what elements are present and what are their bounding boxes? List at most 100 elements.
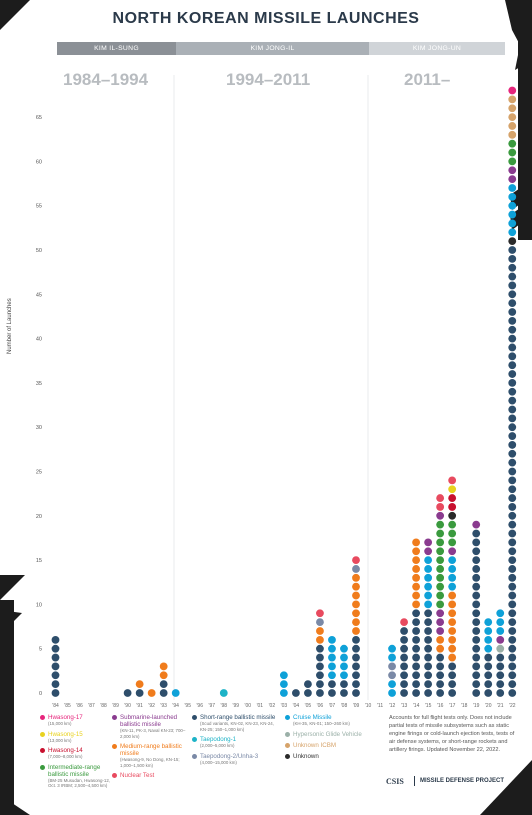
- launch-dot: [496, 671, 505, 680]
- launch-dot: [424, 547, 433, 556]
- launch-dot: [484, 627, 493, 635]
- launch-dot: [484, 662, 493, 671]
- legend-range: (KH-35, KN-01; 150–260 km): [293, 721, 350, 726]
- launch-dot: [508, 139, 517, 148]
- launch-dot: [328, 635, 336, 644]
- launch-dot: [412, 556, 420, 564]
- x-tick-label: '13: [401, 703, 408, 709]
- launch-dot: [316, 627, 324, 635]
- launch-dot: [496, 618, 505, 627]
- launch-dot: [508, 405, 517, 414]
- launch-dot: [400, 644, 408, 653]
- launch-dot: [424, 653, 433, 662]
- launch-dot: [424, 538, 433, 547]
- legend-item-srbm: Short-range ballistic missile (Scud varia…: [192, 714, 276, 732]
- launch-dot: [279, 671, 288, 680]
- legend-range: (Hwasong-9, No Dong, KN-15; 1,000–1,500 …: [120, 757, 180, 768]
- launch-dot: [436, 591, 445, 600]
- launch-dot: [352, 627, 360, 635]
- launch-dot: [472, 644, 481, 653]
- launch-dot: [508, 228, 517, 237]
- legend-item-hgv: Hypersonic Glide Vehicle: [285, 731, 367, 738]
- launch-dot: [340, 644, 348, 653]
- launch-dot: [496, 635, 505, 644]
- legend-item-icbm_unknown: Unknown ICBM: [285, 742, 367, 749]
- decade-label-2011: 2011–: [404, 70, 451, 89]
- launch-dot: [424, 582, 433, 591]
- csis-logo: CSIS: [386, 777, 404, 786]
- legend-label: Medium-range ballistic missile: [120, 743, 182, 757]
- legend-item-taepodong1: Taepodong-1 (2,000–5,000 km): [192, 736, 276, 749]
- legend-column-3: Short-range ballistic missile (Scud varia…: [192, 714, 276, 769]
- launch-dot: [472, 538, 481, 547]
- launch-dot: [508, 192, 517, 201]
- launch-dot: [508, 86, 517, 95]
- launch-dot: [508, 476, 517, 485]
- launch-dot: [508, 246, 517, 254]
- launch-dot: [508, 565, 517, 573]
- launch-dot: [352, 644, 360, 653]
- launch-dot: [352, 680, 360, 689]
- launch-dot: [436, 644, 445, 653]
- launch-dot: [448, 600, 457, 609]
- legend-item-cruise: Cruise Missile (KH-35, KN-01; 150–260 km): [285, 714, 367, 727]
- launch-dot: [508, 361, 517, 370]
- launch-dot: [508, 254, 517, 263]
- legend-item-hwasong14: Hwasong-14 (7,000–8,000 km): [40, 747, 112, 760]
- launch-dot: [508, 609, 517, 618]
- launch-dot: [508, 644, 517, 653]
- launch-dot: [316, 680, 324, 689]
- legend-label: Short-range ballistic missile: [200, 714, 276, 721]
- launch-dot: [472, 591, 481, 600]
- legend-label: Hwasong-15: [48, 730, 83, 738]
- launch-dot: [448, 653, 457, 662]
- x-tick-label: '15: [425, 703, 432, 709]
- launch-dot: [436, 680, 445, 689]
- legend-range: (Scud variants, KN-02, KN-23, KN-24, KN-…: [200, 721, 274, 732]
- launch-dot: [496, 627, 505, 635]
- launch-dot: [448, 662, 457, 671]
- launch-dot: [352, 573, 360, 582]
- launch-dot: [508, 157, 517, 166]
- launch-dot: [508, 219, 517, 228]
- x-tick-label: '96: [196, 703, 203, 709]
- x-tick-label: '98: [221, 703, 228, 709]
- launch-dot: [472, 529, 481, 538]
- launch-dot: [135, 689, 144, 697]
- launch-dot: [328, 653, 336, 662]
- launch-dot: [496, 662, 505, 671]
- launch-dot: [508, 122, 517, 130]
- launch-dot: [352, 600, 360, 609]
- launch-dot: [508, 316, 517, 325]
- launch-dot: [448, 618, 457, 627]
- launch-dot: [472, 573, 481, 582]
- legend-column-2: Submarine-launched ballistic missile (KN-…: [112, 714, 190, 783]
- launch-dot: [496, 653, 505, 662]
- launch-dot: [51, 635, 60, 644]
- x-tick-label: '88: [100, 703, 107, 709]
- launch-dot: [412, 635, 420, 644]
- y-tick-label: 5: [39, 647, 42, 653]
- launch-dot: [219, 689, 228, 697]
- launch-dot: [352, 671, 360, 680]
- launch-dot: [508, 511, 517, 520]
- launch-dot: [472, 609, 481, 618]
- launch-dot: [484, 680, 493, 689]
- launch-dot: [147, 689, 156, 697]
- launch-dot: [484, 618, 493, 627]
- launch-dot: [448, 573, 457, 582]
- legend-range: (7,000–8,000 km): [48, 754, 83, 759]
- launch-dot: [508, 237, 517, 246]
- launch-dot: [472, 627, 481, 635]
- x-tick-label: '18: [461, 703, 468, 709]
- launch-dot: [424, 644, 433, 653]
- launch-dot: [508, 263, 517, 272]
- launch-dot: [472, 662, 481, 671]
- x-tick-label: '04: [293, 703, 300, 709]
- launch-dot: [171, 689, 180, 697]
- launch-dot: [400, 689, 408, 697]
- launch-dot: [484, 635, 493, 644]
- x-tick-label: '87: [88, 703, 95, 709]
- x-tick-label: '84: [52, 703, 59, 709]
- legend-swatch: [192, 737, 197, 742]
